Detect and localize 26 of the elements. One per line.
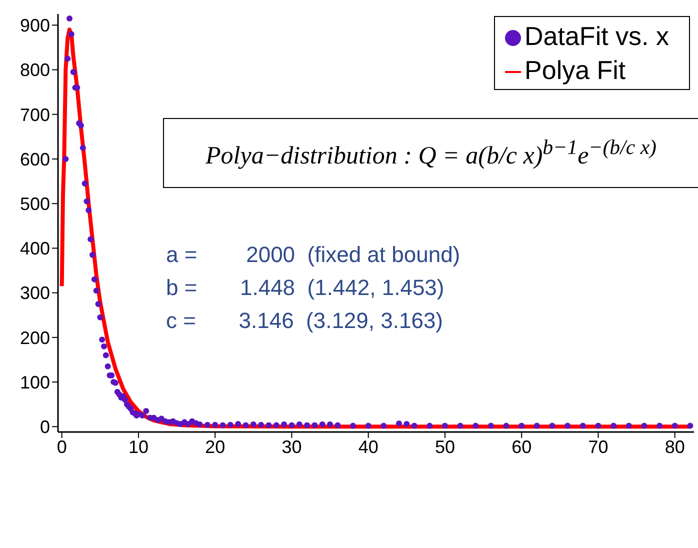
formula-box: Polya−distribution : Q = a(b/c x)$^{b−1}$e$^{−(b/c x)}$: [163, 118, 698, 188]
legend-label: Polya Fit: [524, 55, 626, 85]
y-tick-label: 400: [20, 238, 50, 259]
y-tick-label: 900: [20, 16, 50, 36]
x-tick-label: 80: [664, 436, 685, 457]
x-tick-label: 0: [56, 436, 67, 457]
x-tick-label: 30: [282, 436, 302, 457]
annotation: b = 1.448 (1.442, 1.453): [166, 274, 446, 302]
y-tick-label: 800: [20, 60, 50, 80]
x-tick-label: 10: [128, 436, 148, 457]
y-tick-label: 300: [20, 283, 50, 304]
annotation: Polya−distribution : Q = a(b/c x)$^{b−1}$e$^{−(b/c x)}$: [206, 135, 656, 171]
annotation: c = 3.146 (3.129, 3.163): [166, 307, 444, 335]
x-tick-label: 20: [205, 436, 226, 457]
x-tick-label: 40: [358, 436, 378, 457]
x-tick-label: 70: [588, 436, 608, 457]
y-tick-label: 0: [40, 417, 50, 438]
annotation: a = 2000 (fixed at bound): [166, 241, 460, 269]
y-tick-label: 100: [20, 372, 50, 392]
x-tick-label: 50: [434, 436, 455, 457]
y-tick-label: 200: [20, 328, 50, 348]
x-tick-label: 60: [512, 436, 532, 457]
y-tick-label: 700: [20, 104, 50, 125]
y-tick-label: 500: [20, 194, 50, 214]
y-tick-label: 600: [20, 149, 50, 170]
legend-label: DataFit vs. x: [524, 21, 669, 51]
